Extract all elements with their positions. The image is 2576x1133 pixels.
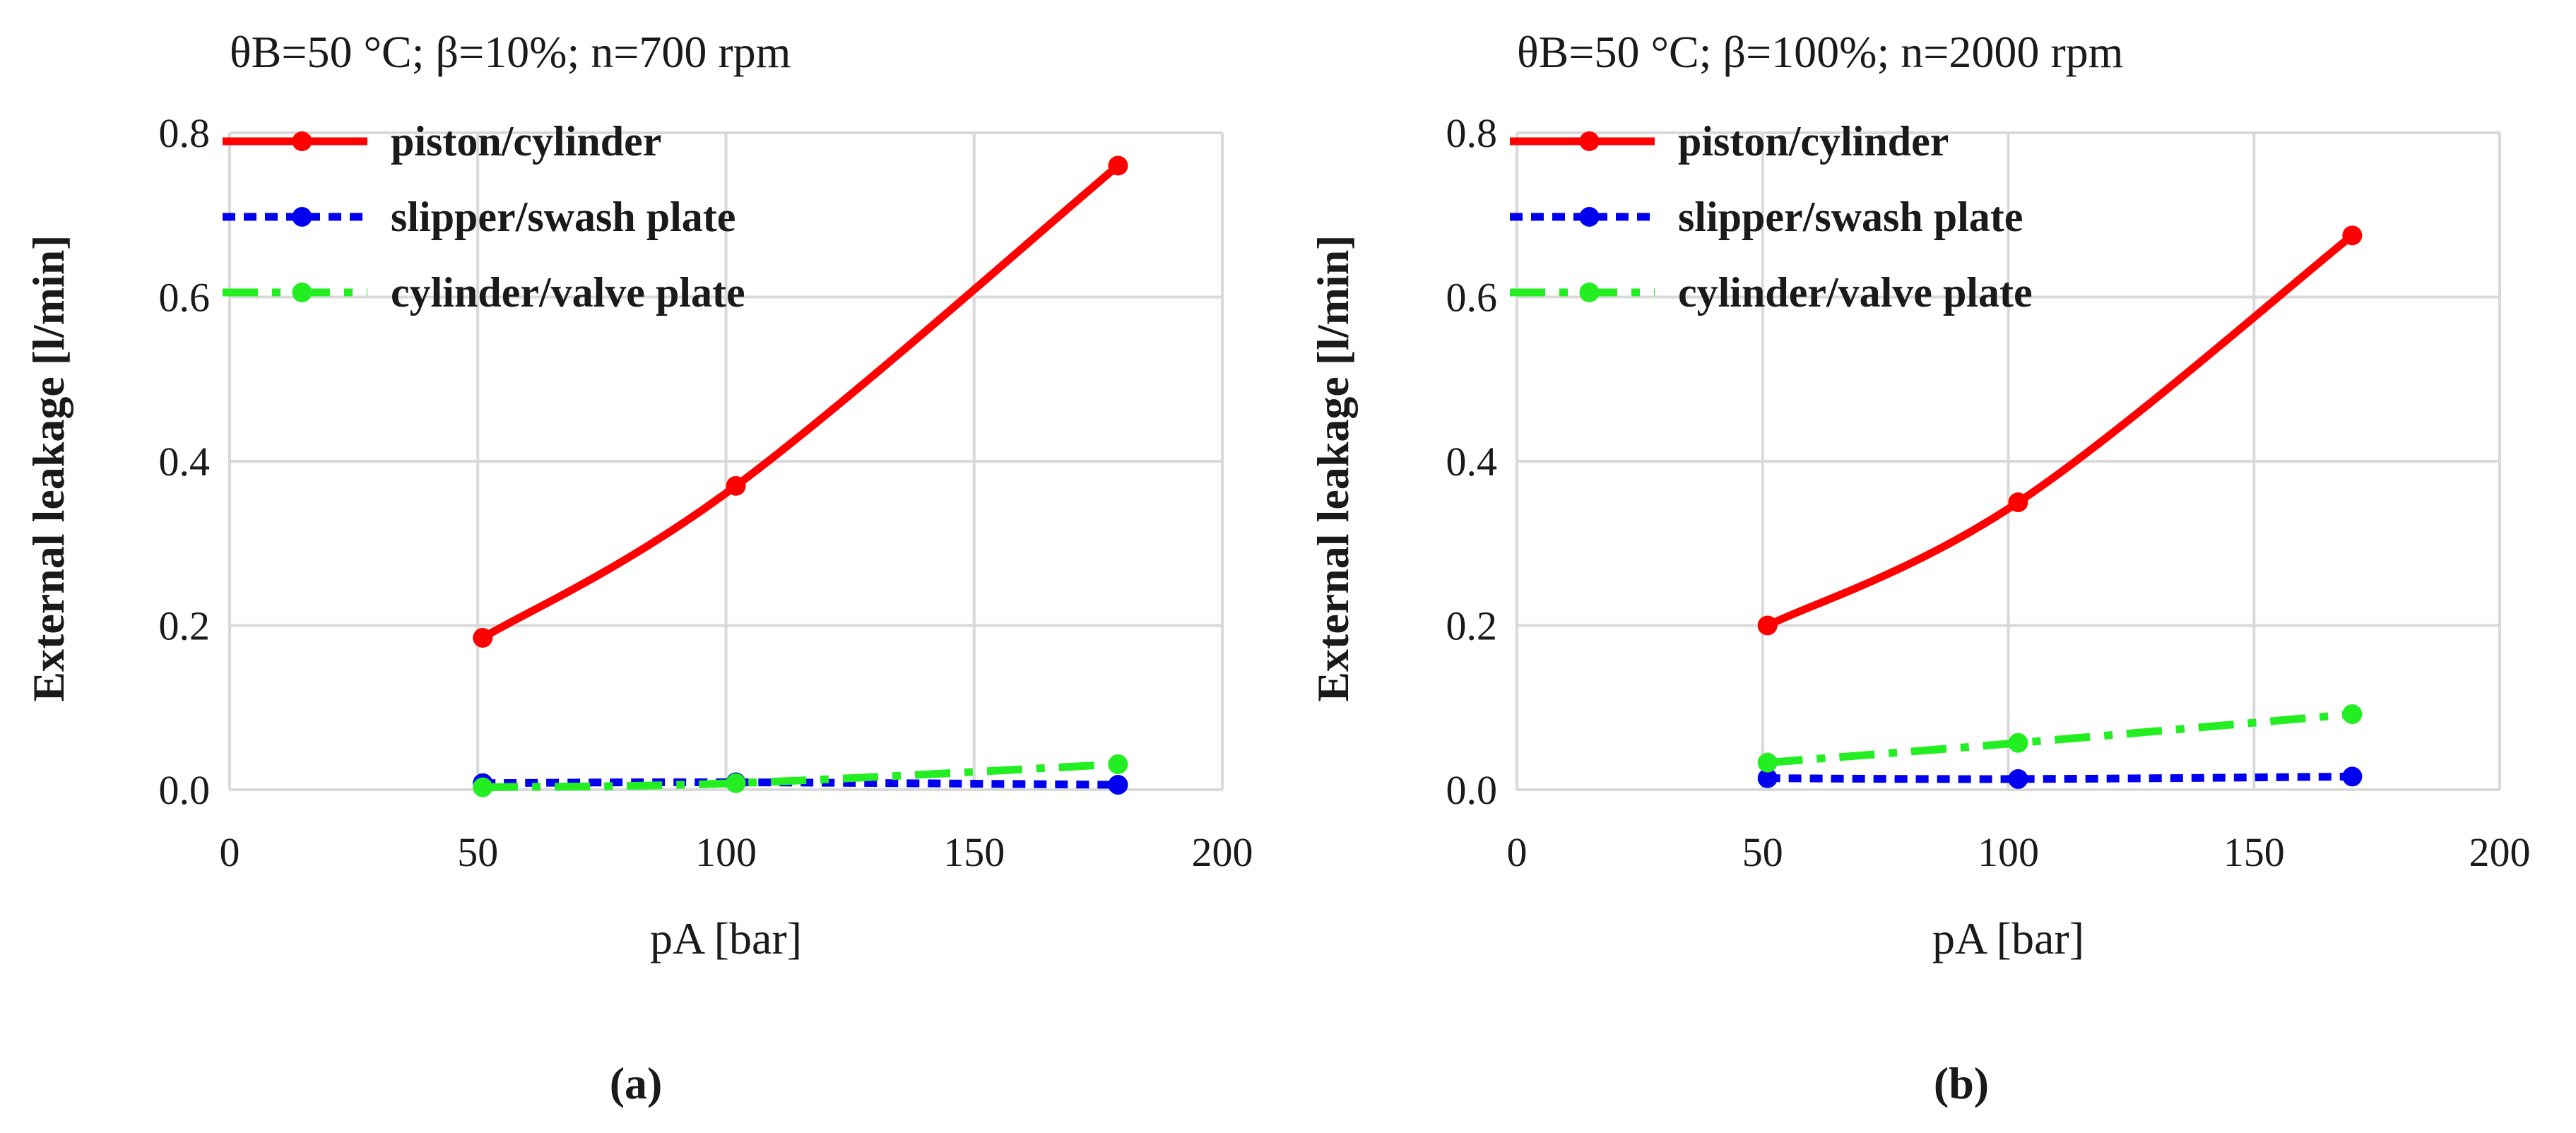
series-piston-cylinder [1757,225,2363,636]
y-tick-label: 0.2 [159,603,211,649]
data-point [1757,768,1778,788]
panel-label: (a) [610,1058,663,1108]
data-point [2342,225,2363,246]
series-cylinder-valve-plate [1757,704,2363,773]
legend: piston/cylinder slipper/swash plate cylind… [223,118,745,316]
series-line [1767,772,2353,783]
data-point [726,475,746,496]
legend-marker [1579,131,1600,151]
chart-panel-a: θB=50 °C; β=10%; n=700 rpm 0.0 0.2 0.4 0.6 0.… [23,27,1253,1108]
legend-marker [292,131,312,151]
y-tick-label: 0.6 [159,275,211,321]
panel-label: (b) [1934,1058,1989,1108]
data-point [2008,732,2028,753]
legend-entry: cylinder/valve plate [1678,269,2033,316]
series-cylinder-valve-plate [473,754,1128,797]
y-tick-label: 0.8 [159,110,211,156]
series-piston-cylinder [473,155,1128,648]
legend-marker [292,207,312,227]
y-axis-label: External leakage [l/min] [1308,235,1358,701]
x-tick-label: 0 [1507,829,1528,875]
legend-entry: piston/cylinder [391,118,661,165]
series-slipper-swash-plate [1757,766,2363,789]
x-tick-label: 100 [1978,829,2039,875]
data-point [2008,492,2028,513]
series-line [1766,232,2355,629]
data-point [473,777,493,797]
y-tick-label: 0.0 [159,767,211,813]
y-tick-label: 0.4 [1446,439,1498,485]
legend-marker [1579,207,1600,227]
legend-entry: cylinder/valve plate [391,269,745,316]
data-point [2342,766,2363,787]
x-tick-label: 200 [1192,829,1253,875]
legend-entry: piston/cylinder [1678,118,1949,165]
x-axis-label: pA [bar] [650,913,802,963]
y-axis-label: External leakage [l/min] [23,235,73,701]
y-tick-label: 0.2 [1446,603,1498,649]
x-tick-label: 0 [220,829,240,875]
y-tick-label: 0.0 [1446,767,1498,813]
legend-entry: slipper/swash plate [391,194,735,240]
series-line [483,778,1118,789]
y-tick-label: 0.6 [1446,275,1498,321]
data-point [1757,615,1778,636]
series-line [1767,710,2353,767]
chart-panel-b: θB=50 °C; β=100%; n=2000 rpm 0.0 0.2 0.4 0.6… [1308,27,2531,1108]
data-point [1108,775,1128,795]
legend-entry: slipper/swash plate [1678,194,2023,240]
x-tick-label: 50 [457,829,498,875]
data-point [2008,769,2028,789]
data-point [1757,752,1778,773]
series-line [480,162,1121,641]
legend-marker [1579,283,1600,302]
x-tick-label: 150 [943,829,1005,875]
x-tick-label: 100 [695,829,757,875]
data-point [1108,155,1128,176]
x-tick-label: 50 [1742,829,1783,875]
data-point [2342,704,2363,725]
chart-title: θB=50 °C; β=100%; n=2000 rpm [1517,27,2123,77]
data-point [726,773,746,793]
y-tick-label: 0.8 [1446,110,1498,156]
data-point [1108,754,1128,774]
x-tick-label: 200 [2469,829,2531,875]
legend: piston/cylinder slipper/swash plate cylind… [1510,118,2033,316]
chart-title: θB=50 °C; β=10%; n=700 rpm [230,27,791,77]
x-tick-label: 150 [2223,829,2285,875]
x-axis-label: pA [bar] [1932,913,2084,963]
legend-marker [292,283,312,302]
data-point [473,627,493,648]
y-tick-label: 0.4 [159,439,211,485]
